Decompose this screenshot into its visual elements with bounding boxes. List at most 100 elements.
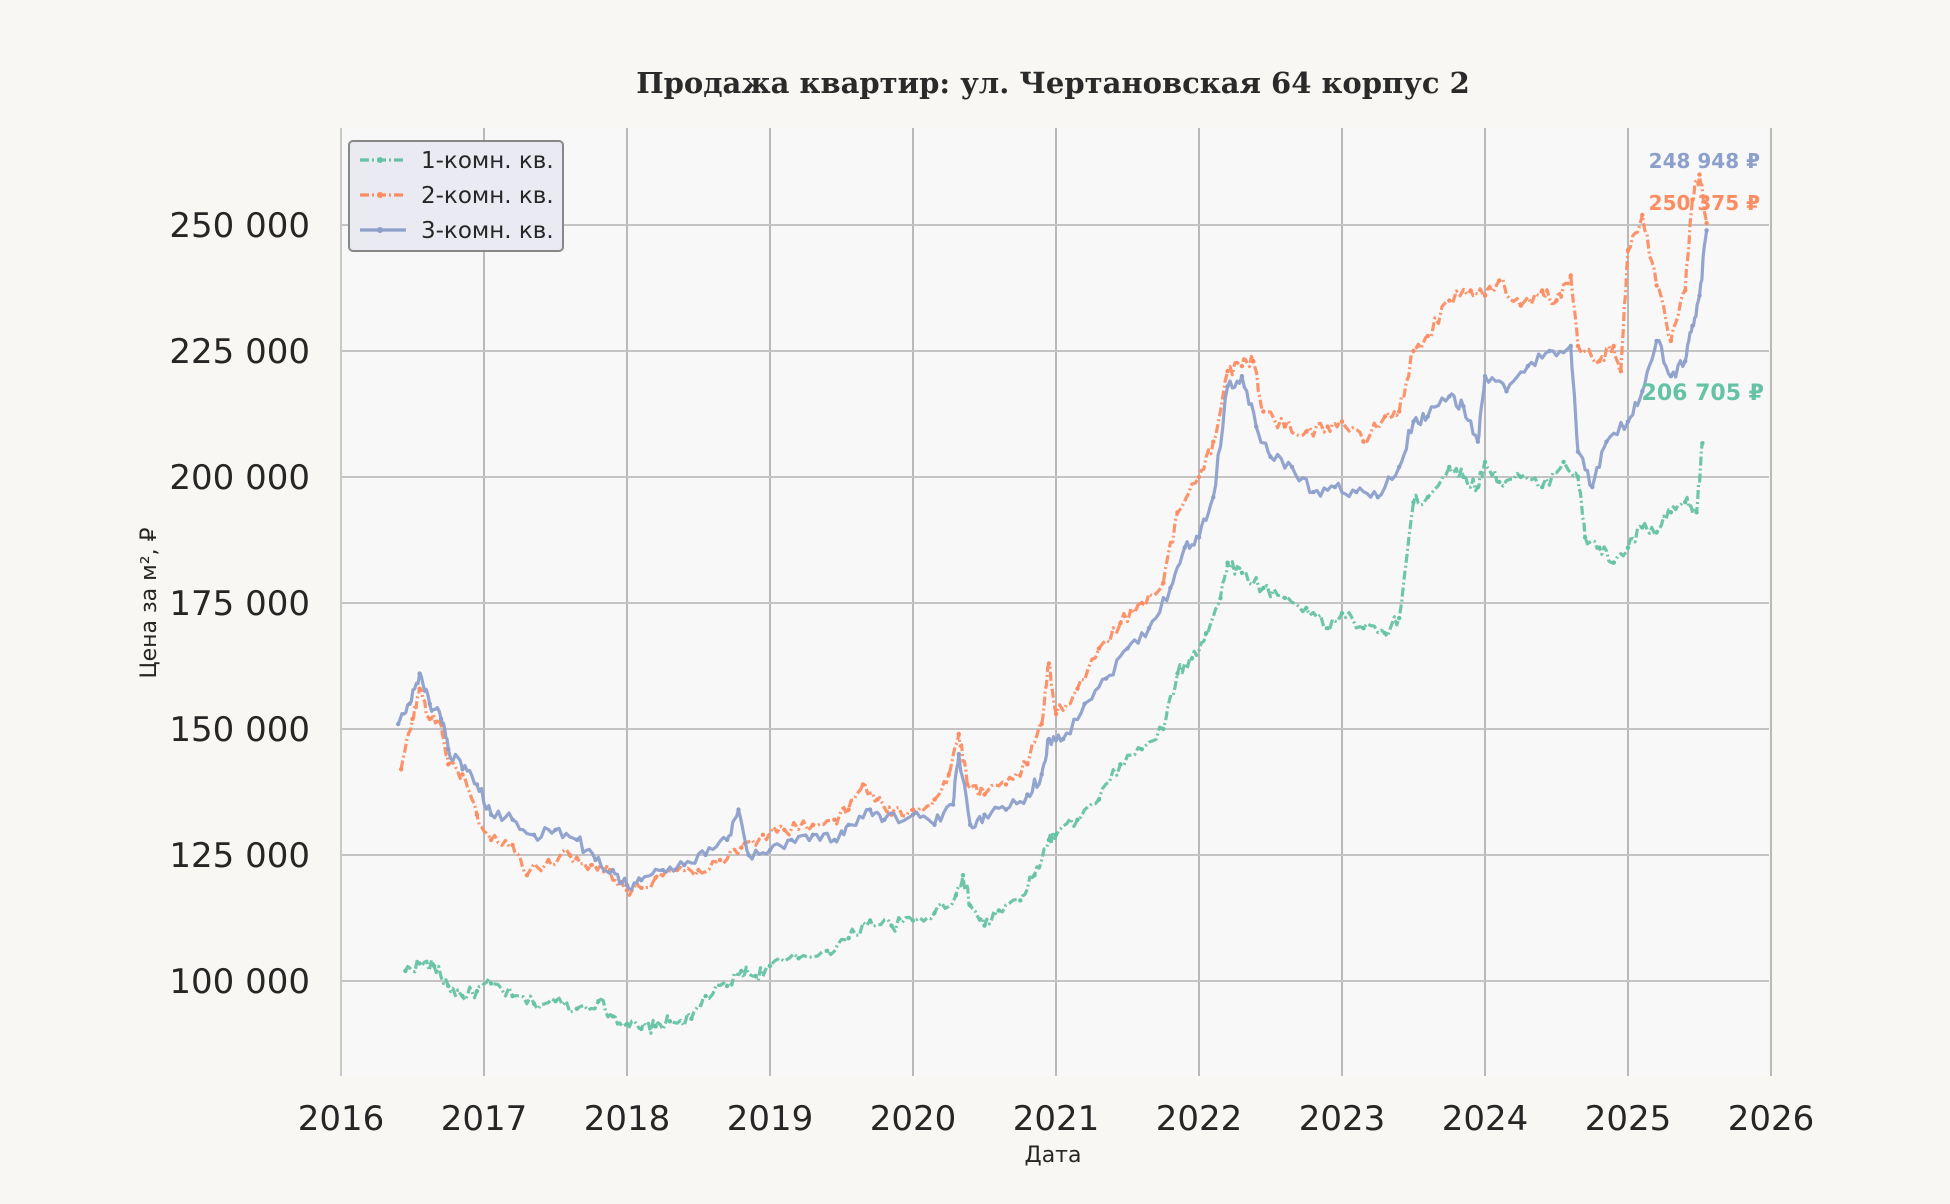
series-point xyxy=(1168,585,1173,591)
series-point xyxy=(1575,474,1581,480)
series-point xyxy=(593,857,598,863)
series-end-label: 248 948 ₽ xyxy=(1649,149,1760,173)
series-point xyxy=(417,671,422,676)
series-point xyxy=(1683,500,1688,505)
series-point xyxy=(1003,807,1009,812)
series-point xyxy=(1039,772,1044,777)
series-point xyxy=(460,767,465,772)
series-point xyxy=(982,812,987,817)
series-point xyxy=(1289,464,1295,470)
series-point xyxy=(474,812,480,817)
x-tick-label: 2026 xyxy=(1728,1099,1815,1139)
series-point xyxy=(1411,500,1416,505)
series-point xyxy=(910,812,916,817)
series-point xyxy=(460,993,465,999)
series-point xyxy=(1447,464,1452,470)
series-point xyxy=(639,1026,644,1032)
series-point xyxy=(546,857,551,863)
legend-marker xyxy=(377,157,383,163)
series-point xyxy=(1118,621,1123,626)
series-point xyxy=(1175,671,1180,676)
legend: 1-комн. кв. 2-комн. кв. 3-комн. кв. xyxy=(348,140,564,252)
series-point xyxy=(1096,646,1102,651)
series-point xyxy=(1554,298,1559,303)
series-point xyxy=(1397,409,1402,414)
series-point xyxy=(1461,404,1466,409)
series-point xyxy=(446,762,451,767)
series-point xyxy=(1311,489,1316,495)
series-point xyxy=(1654,338,1659,344)
series-point xyxy=(703,993,708,999)
series-point xyxy=(767,847,773,853)
series-point xyxy=(724,837,730,843)
series-point xyxy=(1046,661,1052,666)
series-point xyxy=(1704,228,1709,233)
series-point xyxy=(689,1016,694,1021)
series-point xyxy=(875,797,880,802)
series-point xyxy=(1339,610,1345,616)
series-point xyxy=(789,837,794,843)
series-point xyxy=(1640,525,1645,530)
legend-marker xyxy=(377,192,383,198)
series-point xyxy=(660,867,665,873)
series-point xyxy=(810,822,816,827)
series-point xyxy=(1575,449,1581,454)
series-point xyxy=(1461,474,1466,480)
series-point xyxy=(825,948,830,953)
series-point xyxy=(1625,419,1631,424)
series-point xyxy=(1282,595,1288,601)
series-point xyxy=(396,721,401,727)
series-point xyxy=(1697,172,1702,177)
series-point xyxy=(696,867,701,873)
series-point xyxy=(910,918,916,923)
series-point xyxy=(431,963,437,969)
series-point xyxy=(1540,288,1545,293)
series-point xyxy=(910,807,916,812)
series-point xyxy=(1582,535,1588,540)
series-point xyxy=(1304,605,1309,611)
series-point xyxy=(1304,429,1309,434)
series-point xyxy=(1482,374,1488,379)
series-point xyxy=(1139,747,1145,752)
series-point xyxy=(1518,303,1524,308)
series-point xyxy=(796,956,801,961)
series-point xyxy=(1082,701,1087,706)
series-point xyxy=(746,852,751,858)
series-point xyxy=(1475,439,1481,444)
x-tick-label: 2023 xyxy=(1299,1099,1386,1139)
series-point xyxy=(1361,439,1366,444)
series-point xyxy=(1175,510,1180,515)
y-tick-label: 125 000 xyxy=(169,836,310,876)
series-point xyxy=(1611,343,1616,349)
series-point xyxy=(1203,631,1209,636)
series-point xyxy=(1161,580,1166,585)
series-point xyxy=(760,832,766,837)
legend-marker xyxy=(377,227,383,233)
series-point xyxy=(968,903,973,908)
series-point xyxy=(1568,343,1574,349)
series-point xyxy=(736,807,741,812)
series-point xyxy=(417,961,422,966)
legend-label: 1-комн. кв. xyxy=(421,148,554,174)
series-point xyxy=(968,822,973,827)
series-point xyxy=(1654,283,1659,288)
series-point xyxy=(1468,288,1473,293)
series-point xyxy=(682,862,687,868)
series-point xyxy=(589,862,594,868)
series-point xyxy=(1325,626,1330,631)
series-point xyxy=(1568,273,1574,278)
x-tick-label: 2018 xyxy=(584,1099,671,1139)
y-tick-label: 250 000 xyxy=(169,206,310,246)
series-point xyxy=(1060,736,1066,742)
series-point xyxy=(1211,495,1216,500)
series-point xyxy=(1425,414,1431,419)
series-point xyxy=(1625,545,1631,550)
series-point xyxy=(882,817,887,822)
series-point xyxy=(1447,394,1452,399)
series-point xyxy=(1683,288,1688,293)
series-point xyxy=(624,883,630,888)
series-point xyxy=(1103,676,1109,681)
series-point xyxy=(639,878,644,883)
series-point xyxy=(574,837,580,843)
